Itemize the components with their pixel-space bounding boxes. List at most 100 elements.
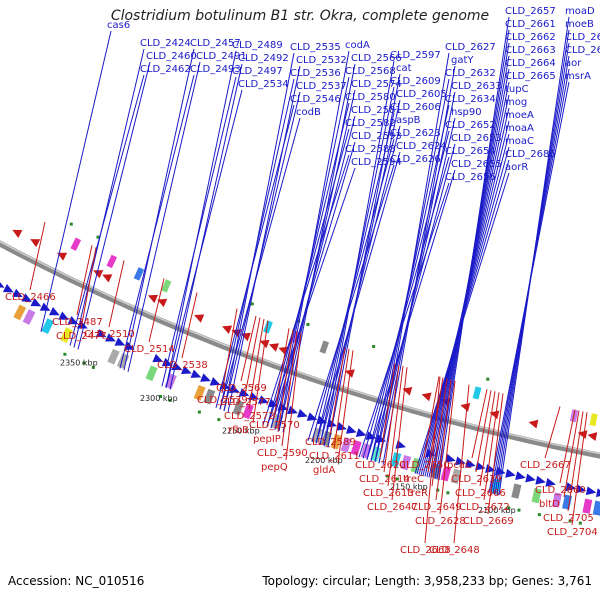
forward-gene-label[interactable]: CLD_2654	[445, 146, 496, 157]
forward-gene-label[interactable]: CLD_2693	[565, 32, 600, 43]
forward-gene-label[interactable]: CLD_2663	[505, 45, 556, 56]
forward-gene-label[interactable]: CLD_2609	[390, 76, 441, 87]
forward-gene-label[interactable]: moeA	[505, 110, 534, 121]
forward-gene-label[interactable]: CLD_2491	[196, 51, 247, 62]
reverse-gene-label[interactable]: CLD_2666	[455, 488, 506, 499]
forward-gene-label[interactable]: CLD_2655	[451, 159, 502, 170]
forward-gene-label[interactable]: aspB	[396, 115, 421, 126]
forward-gene-label[interactable]: CLD_2656	[445, 172, 496, 183]
reverse-gene-label[interactable]: CLD_2487	[52, 317, 103, 328]
reverse-gene-label[interactable]: rfbB	[228, 425, 249, 436]
forward-gene-label[interactable]: CLD_2588	[345, 144, 396, 155]
forward-gene-label[interactable]: CLD_2593	[351, 131, 402, 142]
forward-gene-label[interactable]: CLD_2580	[345, 92, 396, 103]
reverse-gene-label[interactable]: CLD_2660	[535, 485, 586, 496]
forward-gene-label[interactable]: hsp90	[451, 107, 482, 118]
reverse-gene-label[interactable]: CLD_2650	[399, 460, 450, 471]
forward-gene-label[interactable]: CLD_2633	[451, 81, 502, 92]
reverse-gene-label[interactable]: CLD_2538	[157, 360, 208, 371]
forward-gene-label[interactable]: CLD_2424	[140, 38, 191, 49]
forward-gene-label[interactable]: CLD_2657	[505, 6, 556, 17]
forward-gene-label[interactable]: cat	[396, 63, 412, 74]
forward-gene-label[interactable]: CLD_2489	[232, 40, 283, 51]
forward-gene-label[interactable]: CLD_2662	[505, 32, 556, 43]
forward-gene-label[interactable]: CLD_2574	[351, 79, 402, 90]
forward-gene-label[interactable]: CLD_2546	[290, 94, 341, 105]
reverse-gene-label[interactable]: CLD_2647	[367, 502, 418, 513]
forward-gene-label[interactable]: CLD_2605	[396, 89, 447, 100]
reverse-gene-label[interactable]: CLD_2648	[429, 545, 480, 556]
forward-gene-label[interactable]: CLD_2686	[505, 149, 556, 160]
forward-gene-label[interactable]: CLD_2568	[345, 66, 396, 77]
reverse-gene-label[interactable]: treR	[407, 488, 428, 499]
forward-gene-label[interactable]: CLD_2653	[451, 133, 502, 144]
reverse-gene-label[interactable]: CLD_2510	[84, 329, 135, 340]
reverse-gene-label[interactable]: pepQ	[261, 462, 288, 473]
forward-gene-label[interactable]: CLD_2652	[445, 120, 496, 131]
reverse-gene-label[interactable]: CLD_2628	[415, 516, 466, 527]
forward-gene-label[interactable]: aor	[565, 58, 582, 69]
forward-gene-label[interactable]: CLD_2492	[238, 53, 289, 64]
forward-gene-label[interactable]: CLD_2532	[296, 55, 347, 66]
reverse-gene-label[interactable]: CLD_2477	[56, 331, 107, 342]
forward-gene-label[interactable]: CLD_2457	[190, 38, 241, 49]
forward-gene-label[interactable]: CLD_2597	[390, 50, 441, 61]
forward-gene-label[interactable]: CLD_2623	[390, 128, 441, 139]
reverse-gene-label[interactable]: CLD_2590	[257, 448, 308, 459]
reverse-gene-label[interactable]: CLD_2514	[124, 344, 175, 355]
reverse-gene-label[interactable]: CLD_2613	[363, 488, 414, 499]
forward-gene-label[interactable]: CLD_2460	[146, 51, 197, 62]
forward-gene-label[interactable]: CLD_2661	[505, 19, 556, 30]
forward-gene-label[interactable]: moaC	[505, 136, 534, 147]
reverse-gene-label[interactable]: CLD_2704	[547, 527, 598, 538]
forward-gene-label[interactable]: CLD_2626	[390, 154, 441, 165]
forward-gene-label[interactable]: CLD_2534	[238, 79, 289, 90]
reverse-gene-label[interactable]: CLD_2620	[355, 460, 406, 471]
forward-gene-label[interactable]: CLD_2497	[232, 66, 283, 77]
forward-gene-label[interactable]: CLD_2627	[445, 42, 496, 53]
reverse-gene-label[interactable]: CLD_2668	[400, 545, 451, 556]
reverse-gene-label[interactable]: CLD_2577	[220, 397, 271, 408]
reverse-gene-label[interactable]: CLD_2539	[197, 395, 248, 406]
forward-gene-label[interactable]: cas6	[107, 20, 130, 31]
forward-gene-label[interactable]: moaD	[565, 6, 595, 17]
reverse-gene-label[interactable]: CLD_2466	[5, 292, 56, 303]
forward-gene-label[interactable]: CLD_2606	[390, 102, 441, 113]
forward-gene-label[interactable]: CLD_2665	[505, 71, 556, 82]
reverse-gene-label[interactable]: CLD_2669	[463, 516, 514, 527]
reverse-gene-label[interactable]: CLD_2570	[249, 420, 300, 431]
forward-gene-label[interactable]: CLD_2493	[190, 64, 241, 75]
forward-gene-label[interactable]: moaA	[505, 123, 534, 134]
forward-gene-label[interactable]: CLD_2694	[565, 45, 600, 56]
forward-gene-label[interactable]: CLD_2537	[296, 81, 347, 92]
reverse-gene-label[interactable]: CLD_2672	[459, 502, 510, 513]
forward-gene-label[interactable]: codB	[296, 107, 321, 118]
forward-gene-label[interactable]: CLD_2535	[290, 42, 341, 53]
reverse-gene-label[interactable]: bltD	[539, 499, 560, 510]
reverse-gene-label[interactable]: CLD_2572	[224, 411, 275, 422]
reverse-gene-label[interactable]: treC	[403, 474, 424, 485]
reverse-gene-label[interactable]: gldA	[313, 465, 335, 476]
reverse-gene-label[interactable]: CLD_2639	[451, 474, 502, 485]
forward-gene-label[interactable]: CLD_2536	[290, 68, 341, 79]
forward-gene-label[interactable]: gatY	[451, 55, 474, 66]
forward-gene-label[interactable]: tupC	[505, 84, 529, 95]
reverse-gene-label[interactable]: pcaC	[447, 460, 472, 471]
forward-gene-label[interactable]: CLD_2624	[396, 141, 447, 152]
forward-gene-label[interactable]: aorR	[505, 162, 528, 173]
forward-gene-label[interactable]: mog	[505, 97, 527, 108]
reverse-gene-label[interactable]: CLD_2649	[411, 502, 462, 513]
forward-gene-label[interactable]: moeB	[565, 19, 594, 30]
reverse-gene-label[interactable]: CLD_2569	[216, 383, 267, 394]
forward-gene-label[interactable]: CLD_2462	[140, 64, 191, 75]
forward-gene-label[interactable]: CLD_2581	[351, 105, 402, 116]
reverse-gene-label[interactable]: CLD_2614	[359, 474, 410, 485]
forward-gene-label[interactable]: msrA	[565, 71, 591, 82]
forward-gene-label[interactable]: CLD_2582	[345, 118, 396, 129]
forward-gene-label[interactable]: CLD_2664	[505, 58, 556, 69]
forward-gene-label[interactable]: CLD_2632	[445, 68, 496, 79]
reverse-gene-label[interactable]: CLD_2705	[543, 513, 594, 524]
reverse-gene-label[interactable]: CLD_2611	[309, 451, 360, 462]
reverse-gene-label[interactable]: CLD_2589	[305, 437, 356, 448]
forward-gene-label[interactable]: CLD_2634	[445, 94, 496, 105]
